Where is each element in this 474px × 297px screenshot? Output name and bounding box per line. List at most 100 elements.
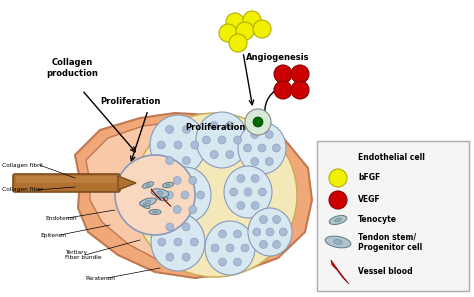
Circle shape <box>191 141 199 149</box>
Text: Paratenon: Paratenon <box>85 276 115 280</box>
Text: Proliferation: Proliferation <box>185 124 245 132</box>
Circle shape <box>253 20 271 38</box>
Ellipse shape <box>146 184 150 186</box>
Ellipse shape <box>329 216 347 225</box>
Ellipse shape <box>335 218 341 222</box>
Circle shape <box>243 11 261 29</box>
Text: Tendon stem/
Progenitor cell: Tendon stem/ Progenitor cell <box>358 232 422 252</box>
PathPatch shape <box>86 122 293 266</box>
Circle shape <box>245 109 271 135</box>
Circle shape <box>253 228 261 236</box>
Circle shape <box>226 121 234 129</box>
Text: Tertiary
Fiber bundle: Tertiary Fiber bundle <box>65 249 101 260</box>
Ellipse shape <box>145 200 151 204</box>
Circle shape <box>165 191 173 199</box>
Circle shape <box>273 216 281 224</box>
Ellipse shape <box>196 112 248 168</box>
Circle shape <box>329 169 347 187</box>
Ellipse shape <box>140 198 156 206</box>
Circle shape <box>273 241 281 249</box>
Circle shape <box>251 130 259 138</box>
Circle shape <box>165 157 173 165</box>
Circle shape <box>234 136 242 144</box>
Circle shape <box>157 141 165 149</box>
Text: Angiogenesis: Angiogenesis <box>246 53 310 62</box>
Polygon shape <box>151 189 161 200</box>
Circle shape <box>219 24 237 42</box>
Circle shape <box>182 157 191 165</box>
Circle shape <box>253 117 263 127</box>
Text: Tenocyte: Tenocyte <box>358 216 397 225</box>
Circle shape <box>219 230 227 238</box>
Circle shape <box>258 144 266 152</box>
Ellipse shape <box>248 208 292 256</box>
Circle shape <box>189 176 197 184</box>
Ellipse shape <box>156 195 168 201</box>
FancyBboxPatch shape <box>16 176 117 183</box>
Polygon shape <box>163 198 171 206</box>
Text: Collagen fibril: Collagen fibril <box>2 162 43 168</box>
Circle shape <box>251 175 259 182</box>
Ellipse shape <box>334 239 342 245</box>
Circle shape <box>219 258 227 266</box>
Circle shape <box>166 253 174 261</box>
Circle shape <box>182 253 190 261</box>
Polygon shape <box>118 176 136 190</box>
Circle shape <box>189 206 197 214</box>
Ellipse shape <box>142 182 154 188</box>
Ellipse shape <box>325 236 351 248</box>
Circle shape <box>234 230 241 238</box>
Ellipse shape <box>224 166 272 218</box>
Text: bFGF: bFGF <box>358 173 380 182</box>
Ellipse shape <box>163 182 173 188</box>
Text: Collagen
production: Collagen production <box>46 58 98 78</box>
Ellipse shape <box>205 221 255 275</box>
Text: Epitenon: Epitenon <box>40 233 66 238</box>
Circle shape <box>329 148 347 166</box>
Circle shape <box>174 141 182 149</box>
Text: VEGF: VEGF <box>358 195 381 205</box>
Circle shape <box>279 228 287 236</box>
Circle shape <box>244 188 252 196</box>
Ellipse shape <box>140 201 150 208</box>
Ellipse shape <box>159 167 211 223</box>
Circle shape <box>266 228 274 236</box>
Circle shape <box>133 113 297 277</box>
Circle shape <box>173 206 181 214</box>
Circle shape <box>158 238 166 246</box>
Ellipse shape <box>149 209 161 214</box>
Text: Collagen fiber: Collagen fiber <box>2 187 43 192</box>
Circle shape <box>173 176 181 184</box>
FancyBboxPatch shape <box>317 141 469 291</box>
Circle shape <box>244 144 252 152</box>
Ellipse shape <box>160 197 164 199</box>
Circle shape <box>210 151 218 159</box>
Circle shape <box>226 13 244 31</box>
Text: Proliferation: Proliferation <box>100 97 160 107</box>
Circle shape <box>291 81 309 99</box>
Circle shape <box>211 244 219 252</box>
Circle shape <box>251 201 259 209</box>
Ellipse shape <box>150 115 206 175</box>
Circle shape <box>236 22 254 40</box>
Ellipse shape <box>238 122 286 174</box>
Circle shape <box>274 65 292 83</box>
Ellipse shape <box>151 189 169 197</box>
Circle shape <box>226 151 234 159</box>
Circle shape <box>182 223 190 231</box>
Circle shape <box>234 258 241 266</box>
Circle shape <box>197 191 205 199</box>
Circle shape <box>291 65 309 83</box>
Text: Vessel blood: Vessel blood <box>358 268 413 277</box>
Circle shape <box>259 216 267 224</box>
Circle shape <box>237 201 245 209</box>
Circle shape <box>202 136 210 144</box>
Circle shape <box>181 191 189 199</box>
Circle shape <box>174 238 182 246</box>
Circle shape <box>165 125 173 133</box>
Circle shape <box>190 238 198 246</box>
Circle shape <box>229 34 247 52</box>
Circle shape <box>210 121 218 129</box>
Circle shape <box>273 144 281 152</box>
Ellipse shape <box>166 184 170 186</box>
